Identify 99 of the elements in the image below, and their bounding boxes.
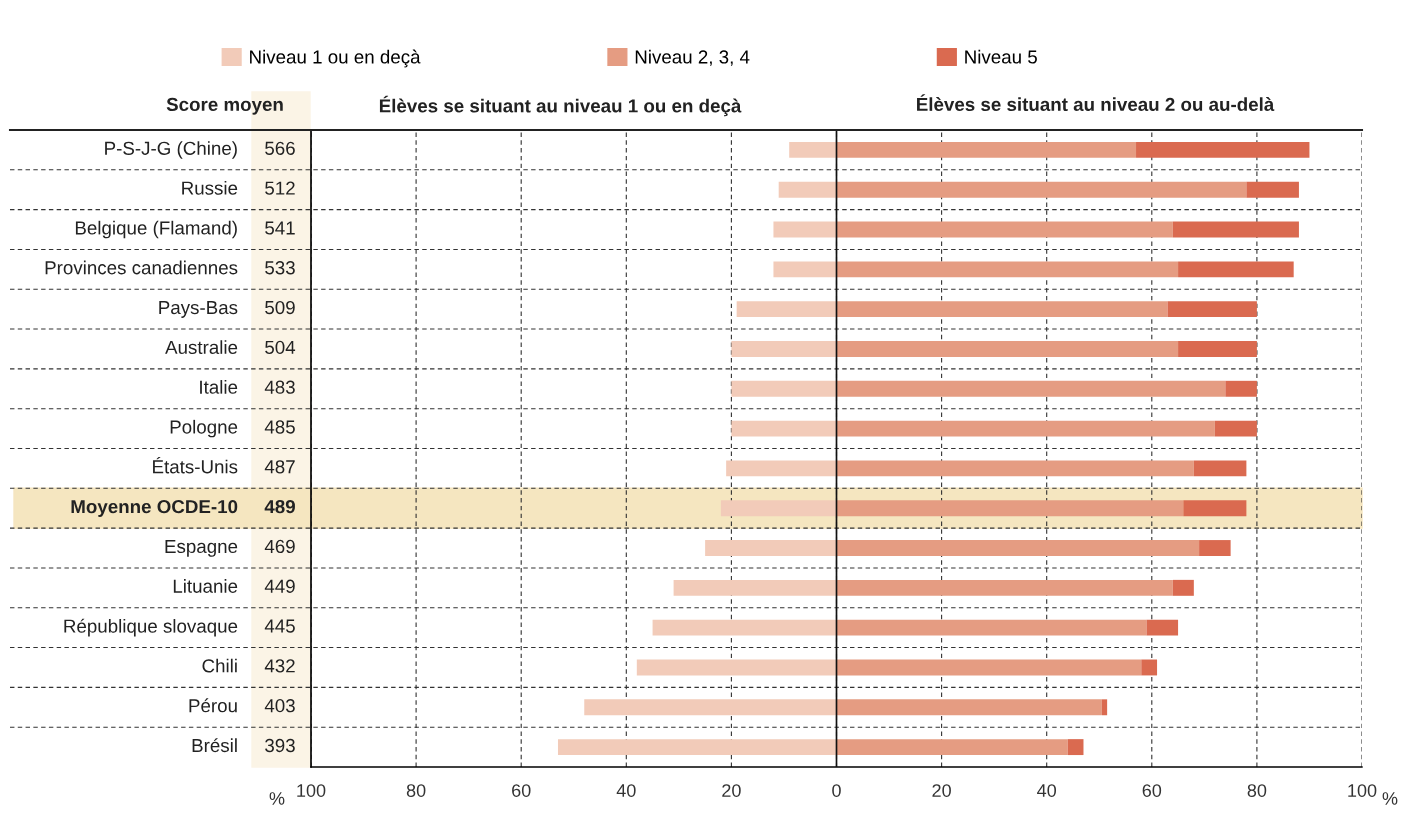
x-tick-label: 0 [832,784,841,797]
bar [1193,460,1247,477]
x-tick-label: 80 [406,784,426,797]
bar [1101,699,1108,716]
y-tick-label: Chili [202,658,237,673]
bar [1067,739,1084,756]
y-tick-label: États-Unis [153,457,238,474]
bar [773,221,837,238]
y-tick-label: Provinces canadiennes [45,260,238,275]
bar [720,500,837,517]
bar [584,699,837,716]
legend-label: Niveau 2, 3, 4 [635,49,750,66]
x-tick-label: 60 [512,784,531,797]
x-tick-label: 80 [1247,784,1267,797]
bar [731,380,837,397]
bar [1167,301,1257,318]
y-tick-label: Russie [182,180,238,195]
y-tick-label: Belgique (Flamand) [75,220,237,239]
bar [1172,221,1299,238]
x-tick-label: 40 [1037,784,1057,797]
x-tick-label: 20 [932,784,951,797]
bar [636,659,837,676]
bar [836,619,1147,636]
text: 432 [264,659,295,673]
bar [836,739,1068,756]
text: 533 [265,261,295,275]
y-tick-label: P-S-J-G (Chine) [105,141,237,159]
x-tick-label: 100 [1348,784,1377,797]
y-tick-label: Lituanie [173,579,238,593]
legend-label: Niveau 1 ou en deçà [250,49,421,68]
bar [1146,619,1179,636]
text: Élèves se situant au niveau 1 ou en deçà [379,95,742,117]
text: 469 [264,539,295,554]
bar [726,460,837,477]
bar [836,301,1168,318]
y-tick-label: République slovaque [64,618,238,637]
bar [836,221,1173,238]
bar [731,341,837,357]
x-tick-label: 60 [1142,784,1162,797]
bar [1178,261,1294,278]
text: 485 [264,420,295,434]
bar [1183,500,1247,517]
text: % [269,792,285,805]
text: 393 [265,738,295,753]
bar [836,261,1179,278]
text: 566 [265,141,295,155]
text: 541 [265,221,295,235]
bar [731,420,837,437]
x-tick-label: 40 [616,784,636,797]
bar [673,579,837,596]
bar [836,540,1200,556]
x-axis-title: % [1382,792,1398,805]
text: 504 [265,340,296,354]
text: Score moyen [166,97,283,115]
text: 489 [264,499,295,514]
bar [836,460,1194,477]
x-tick-label: 20 [722,784,741,797]
bar [1136,141,1310,158]
bar [1172,579,1194,596]
bar [836,380,1226,397]
y-tick-label: Pologne [170,419,238,438]
text: 445 [264,619,295,633]
y-tick-label: Pays-Bas [159,301,238,318]
bar [1246,181,1299,198]
bar [836,420,1215,437]
text: 403 [264,699,295,713]
bar [652,619,837,636]
bar [557,739,837,756]
bar [836,341,1179,357]
x-tick-label: 100 [297,784,326,797]
bar [705,540,837,556]
bar [1199,540,1231,556]
text: 487 [264,460,295,474]
bar [1214,420,1257,437]
bar [1225,380,1257,397]
text: 449 [264,579,295,593]
bar [736,301,837,318]
y-tick-label: Espagne [165,539,238,557]
y-tick-label: Moyenne OCDE-10 [71,499,238,517]
bar [1178,341,1257,357]
text: 509 [265,300,295,315]
bar [1141,659,1158,676]
bar [789,141,837,158]
bar [836,141,1137,158]
bar [778,181,837,198]
legend-label: Niveau 5 [965,49,1037,64]
bar [836,500,1184,517]
y-tick-label: Pérou [189,698,237,713]
text: 483 [264,380,295,394]
y-tick-label: Italie [200,380,238,394]
y-tick-label: Brésil [192,738,237,753]
y-tick-label: Australie [165,340,238,354]
text: Élèves se situant au niveau 2 ou au-delà [917,94,1275,112]
bar [836,181,1247,198]
bar [836,579,1173,596]
bar [836,659,1142,676]
bar [836,699,1102,716]
text: 512 [265,181,295,195]
bar [773,261,837,278]
